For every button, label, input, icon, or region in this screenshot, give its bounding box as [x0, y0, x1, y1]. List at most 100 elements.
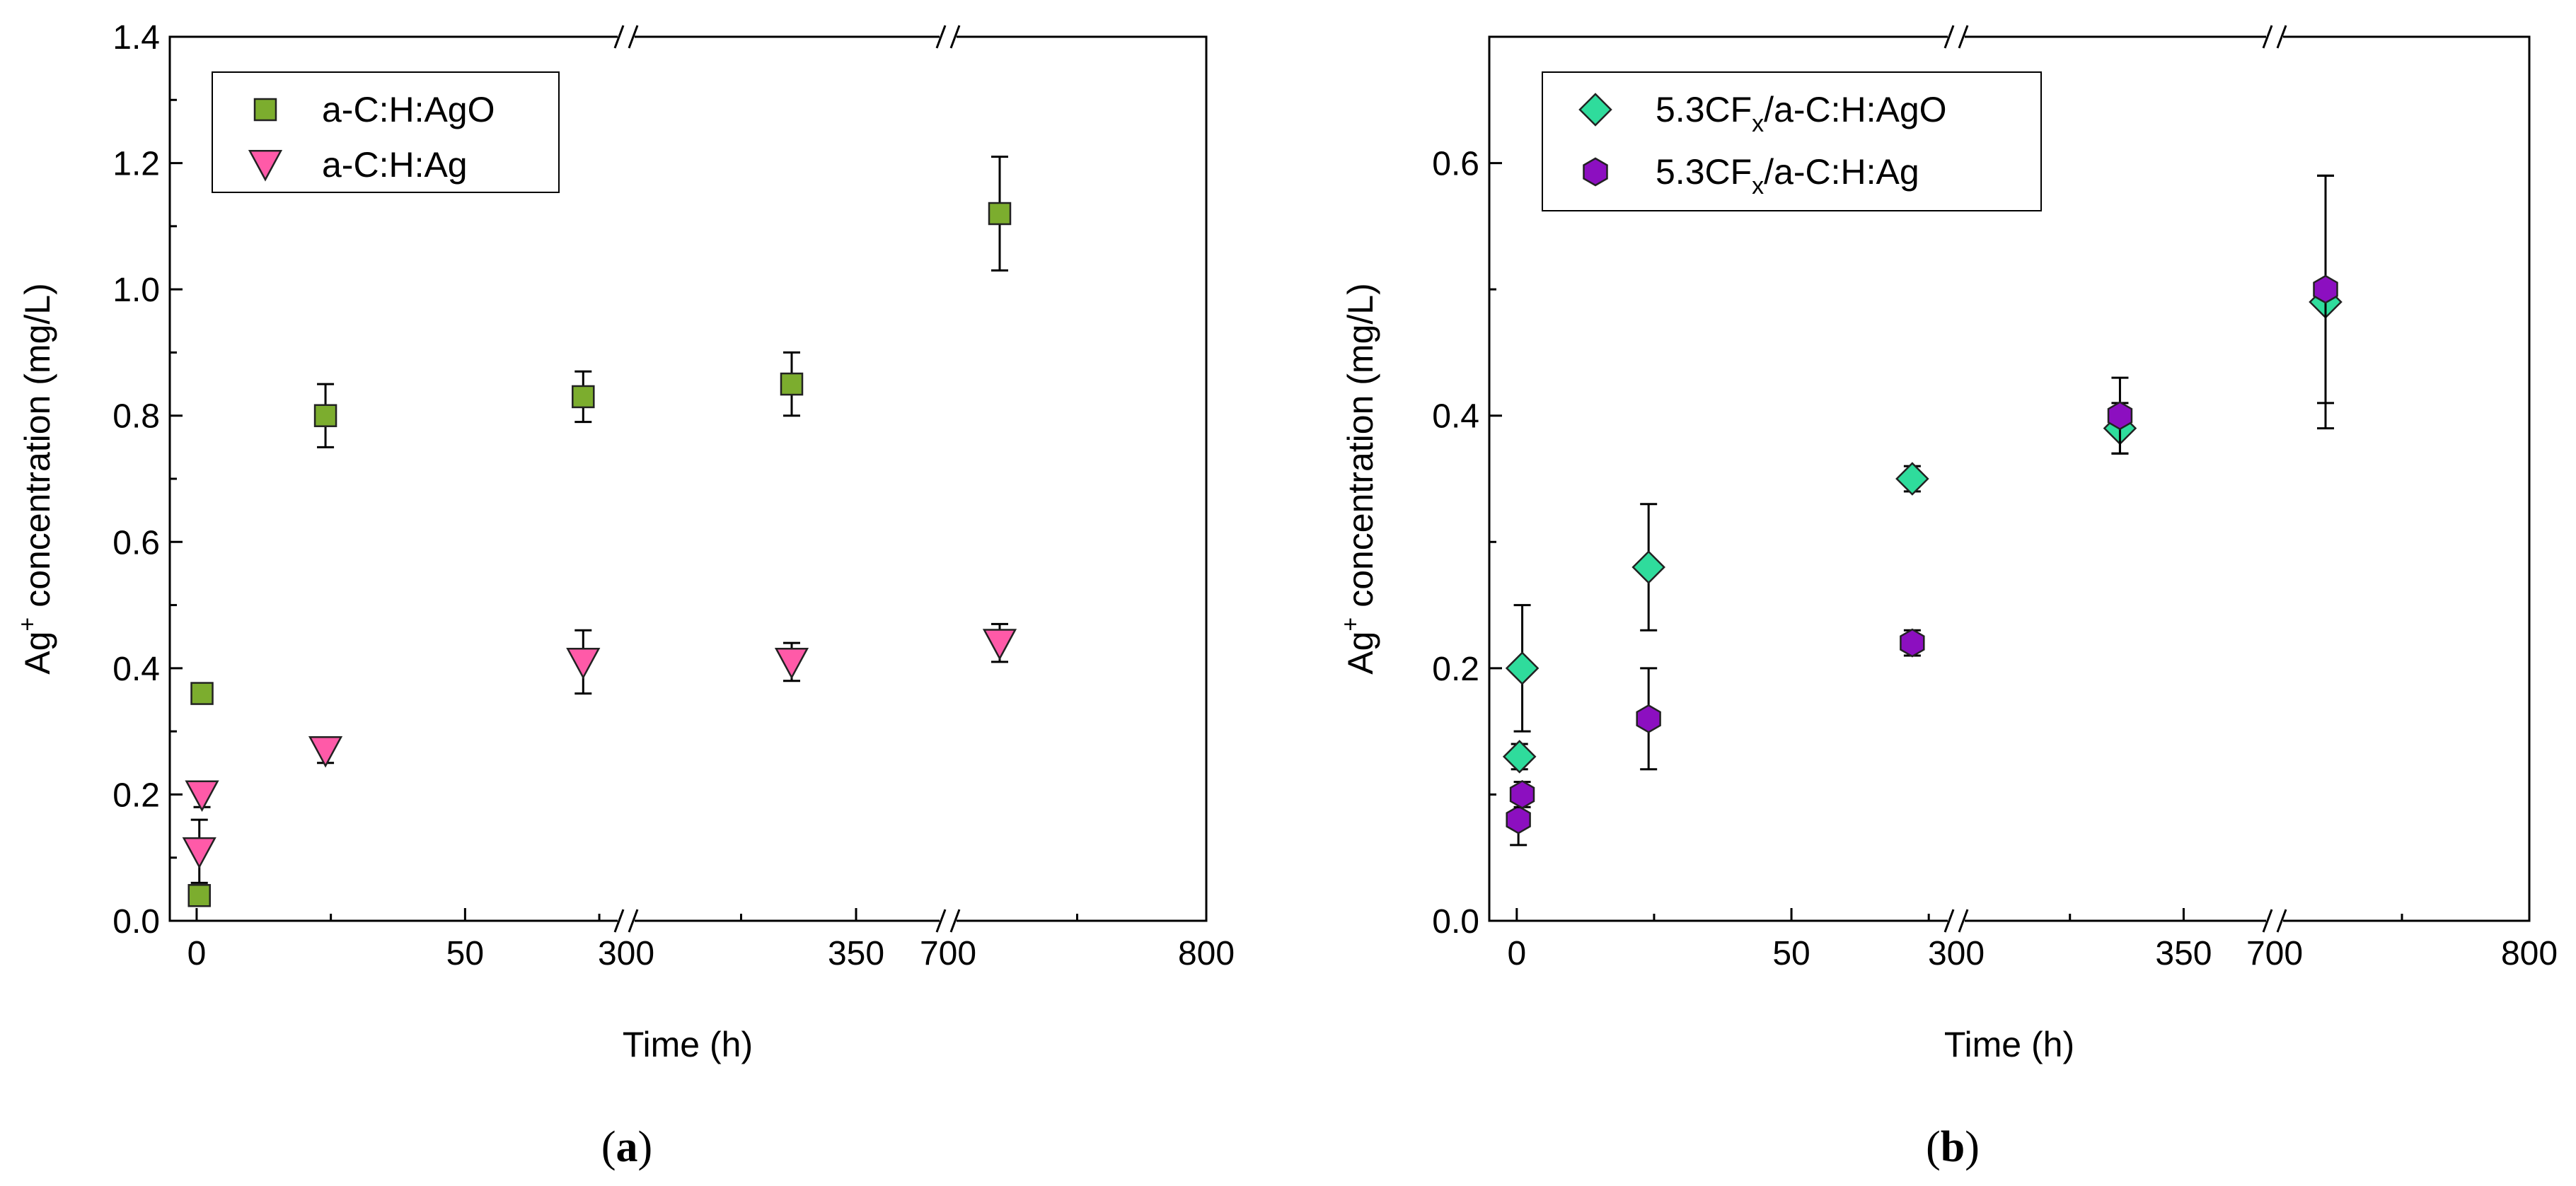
panel-b-break-slash — [2262, 909, 2273, 933]
panel-a-break-slash — [935, 909, 947, 933]
legend-marker-cfx-a-c-h-ag — [1583, 157, 1608, 187]
panel-b-caption: (b) — [1926, 1123, 1980, 1171]
panel-b-series-1 — [1506, 174, 2338, 847]
panel-a-y-tick-label: 0.8 — [112, 398, 160, 436]
panel-a-break-slash — [935, 25, 947, 49]
panel-b-y-axis-title: Ag+ concentration (mg/L) — [1337, 283, 1380, 674]
panel-a-y-title-rest: concentration (mg/L) — [18, 283, 57, 617]
data-point — [774, 647, 809, 680]
panel-a-y-tick-label: 0.6 — [112, 524, 160, 562]
data-point — [1900, 628, 1925, 658]
panel-b-x-tick-label: 300 — [1928, 935, 1985, 972]
panel-a-y-title-sup: + — [14, 617, 41, 632]
panel-a-y-axis: 0.0 0.2 0.4 0.6 0.8 1.0 1.2 1.4 — [112, 19, 183, 941]
data-point — [308, 736, 343, 768]
panel-a-y-title-main: Ag — [18, 632, 57, 675]
legend-label-a-c-h-ago: a-C:H:AgO — [322, 90, 495, 129]
panel-b-break-gap — [1948, 24, 1965, 50]
data-point — [1636, 704, 1661, 733]
panel-b-break-slash — [2276, 25, 2287, 49]
panel-a-break-gap — [618, 908, 635, 934]
panel-a-data-marks — [182, 156, 1017, 907]
panel-b-legend: 5.3CFx/a-C:H:AgO 5.3CFx/a-C:H:Ag — [1542, 71, 2042, 211]
legend-marker-a-c-h-ago — [253, 98, 277, 122]
data-point — [185, 780, 219, 813]
panel-b-x-tick-label: 50 — [1772, 935, 1810, 972]
panel-a-x-tick-label: 700 — [920, 935, 976, 972]
panel-a-break-slash — [949, 25, 961, 49]
data-point — [1895, 462, 1929, 496]
panel-a-y-tick-label: 1.4 — [112, 19, 160, 57]
panel-a-y-axis-title: Ag+ concentration (mg/L) — [14, 283, 57, 674]
panel-b-y-tick-label: 0.6 — [1432, 146, 1479, 183]
panel-a-break-gap — [940, 24, 957, 50]
panel-b-break-slash — [1943, 25, 1955, 49]
data-point — [182, 837, 216, 869]
panel-b-chart: 0.0 0.2 0.4 0.6 0 50 300 350 700 800 Time (h) Ag… — [1337, 24, 2558, 1171]
legend-label-cfx-a-c-h-ago: 5.3CFx/a-C:H:AgO — [1656, 90, 1947, 137]
data-point — [1506, 805, 1531, 835]
data-point — [988, 202, 1012, 226]
data-point — [190, 682, 214, 705]
panel-b-legend-box — [1542, 71, 2042, 211]
panel-a-break-slash — [613, 909, 625, 933]
panel-a-x-tick-label: 50 — [446, 935, 484, 972]
data-point — [2107, 401, 2133, 431]
panel-a-x-tick-label: 350 — [828, 935, 884, 972]
data-point — [982, 629, 1017, 661]
panel-b-y-title-rest: concentration (mg/L) — [1341, 283, 1380, 617]
legend-hexagon-marker — [1583, 157, 1608, 187]
data-point — [572, 385, 595, 409]
panel-a-break-slash — [628, 25, 639, 49]
panel-b-y-title-main: Ag — [1341, 632, 1380, 675]
panel-a-x-axis-title: Time (h) — [623, 1025, 753, 1064]
panel-b-x-tick-label: 700 — [2246, 935, 2303, 972]
panel-a-series-0 — [187, 156, 1012, 907]
panel-a-x-tick-label: 300 — [598, 935, 654, 972]
panel-a-break-slash — [628, 909, 639, 933]
panel-b-break-gap — [1948, 908, 1965, 934]
data-point — [566, 647, 601, 680]
panel-a-y-tick-label: 1.0 — [112, 272, 160, 309]
legend-label-cfx-a-c-h-ag: 5.3CFx/a-C:H:Ag — [1656, 152, 1919, 199]
panel-a-series-1 — [182, 622, 1017, 884]
panel-b-x-axis: 0 50 300 350 700 800 — [1507, 908, 2558, 972]
panel-a-x-tick-label: 800 — [1178, 935, 1235, 972]
data-point — [2313, 274, 2338, 304]
panel-b-y-tick-label: 0.2 — [1432, 651, 1479, 688]
panel-a-y-tick-label: 0.4 — [112, 651, 160, 688]
data-point — [1509, 779, 1535, 809]
panel-a-axis-breaks — [613, 24, 961, 934]
panel-a-y-tick-label: 1.2 — [112, 146, 160, 183]
panel-b-plot-frame — [1488, 35, 2531, 922]
panel-b-break-slash — [1958, 909, 1969, 933]
panel-a-y-tick-label: 0.2 — [112, 777, 160, 814]
data-point — [1631, 550, 1665, 584]
legend-diamond-marker — [1578, 93, 1612, 127]
panel-b-x-tick-label: 0 — [1507, 935, 1526, 972]
data-point — [1505, 651, 1540, 685]
panel-a-legend: a-C:H:AgO a-C:H:Ag — [212, 71, 560, 193]
panel-a-break-gap — [940, 908, 957, 934]
panel-b-break-gap — [2266, 908, 2283, 934]
panel-b-y-title-sup: + — [1337, 617, 1364, 632]
legend-marker-cfx-a-c-h-ago — [1578, 93, 1612, 127]
panel-a-break-gap — [618, 24, 635, 50]
legend-triangle-marker — [248, 150, 283, 182]
panel-b-y-tick-label: 0.4 — [1432, 398, 1479, 436]
panel-a-break-slash — [949, 909, 961, 933]
panel-a-x-axis: 0 50 300 350 700 800 — [187, 908, 1235, 972]
legend-label-a-c-h-ag: a-C:H:Ag — [322, 145, 468, 185]
panel-b-x-tick-label: 800 — [2501, 935, 2558, 972]
data-point — [187, 884, 211, 907]
panel-a-y-tick-label: 0.0 — [112, 903, 160, 941]
panel-b-data-marks — [1502, 174, 2343, 847]
panel-b-x-axis-title: Time (h) — [1944, 1025, 2074, 1064]
panel-a-chart: 0.0 0.2 0.4 0.6 0.8 1.0 1.2 1.4 0 50 300 350 700 800… — [14, 19, 1235, 1171]
panel-b-break-slash — [2262, 25, 2273, 49]
panel-b-break-slash — [1943, 909, 1955, 933]
legend-square-marker — [253, 98, 277, 122]
panel-a-break-slash — [613, 25, 625, 49]
panel-b-y-axis: 0.0 0.2 0.4 0.6 — [1432, 146, 1502, 941]
